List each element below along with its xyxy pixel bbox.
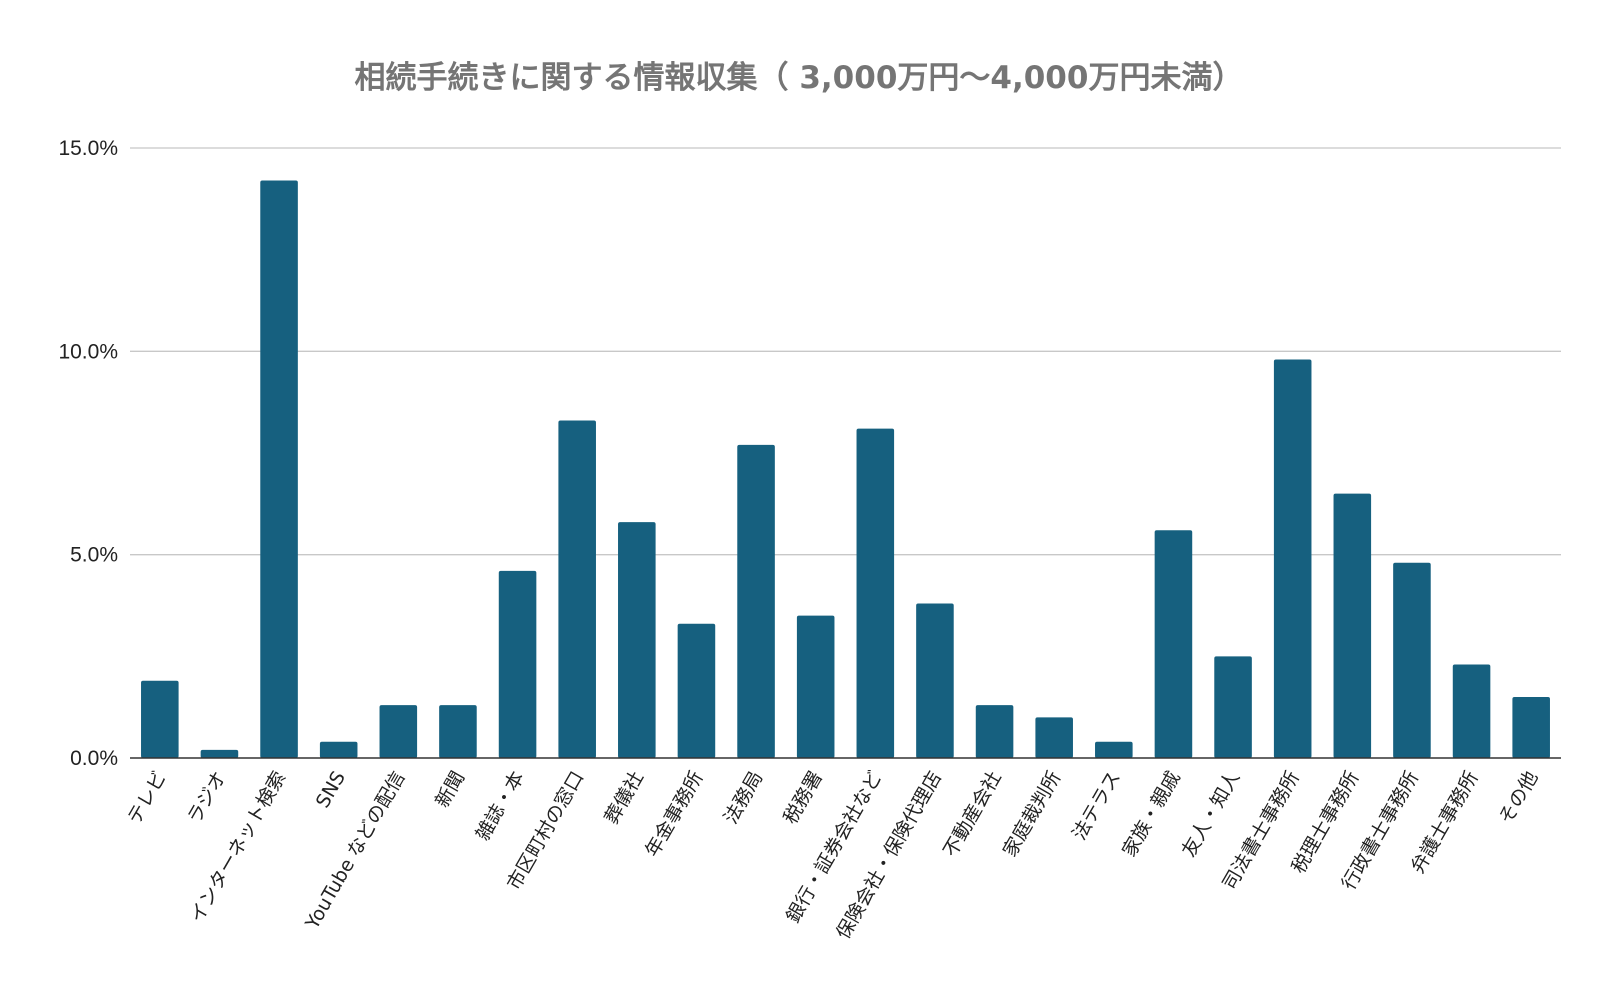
x-tick-label: SNS	[312, 768, 350, 812]
y-tick-label: 10.0%	[58, 340, 118, 363]
bar	[319, 741, 358, 758]
y-tick-label: 0.0%	[70, 747, 118, 770]
bar	[200, 749, 239, 758]
x-tick-label: 年金事務所	[641, 768, 708, 861]
bar	[439, 705, 477, 758]
x-tick-label: ラジオ	[183, 768, 230, 828]
x-tick-label: その他	[1495, 768, 1543, 828]
bar	[856, 428, 895, 758]
chart-title: 相続手続きに関する情報収集（ 3,000万円～4,000万円未満）	[355, 60, 1244, 96]
x-tick-label: 雑誌・本	[472, 768, 529, 845]
bar	[1393, 562, 1431, 758]
x-tick-label: 家庭裁判所	[999, 768, 1066, 861]
y-tick-label: 5.0%	[70, 544, 118, 567]
bar	[260, 180, 298, 759]
bar	[1214, 656, 1252, 758]
bar	[141, 680, 179, 758]
bar	[1452, 664, 1491, 758]
x-tick-label: 不動産会社	[939, 768, 1006, 861]
x-tick-label: 保険会社・保険代理店	[832, 768, 946, 944]
bar	[796, 615, 835, 758]
bar	[1333, 493, 1372, 758]
bar	[1035, 717, 1073, 758]
x-tick-label: 法テラス	[1068, 768, 1125, 844]
bar	[379, 705, 418, 758]
x-tick-label: 家族・親戚	[1118, 768, 1185, 861]
x-tick-label: 友人・知人	[1178, 768, 1245, 861]
bar	[1273, 359, 1312, 758]
x-tick-label: 税務署	[779, 768, 827, 828]
y-tick-label: 15.0%	[58, 137, 118, 160]
x-tick-label: 法務局	[720, 768, 768, 828]
x-tick-label: 新聞	[431, 768, 469, 812]
bar	[498, 570, 537, 758]
bar	[916, 603, 954, 758]
bar	[618, 522, 656, 758]
bar	[1154, 530, 1193, 758]
bar	[975, 705, 1014, 758]
bar	[558, 420, 596, 758]
x-tick-label: テレビ	[124, 768, 172, 828]
bar	[1512, 697, 1550, 758]
bar	[1095, 741, 1133, 758]
x-tick-label: 葬儀社	[601, 768, 649, 828]
bar	[737, 444, 775, 758]
bar	[677, 623, 716, 758]
